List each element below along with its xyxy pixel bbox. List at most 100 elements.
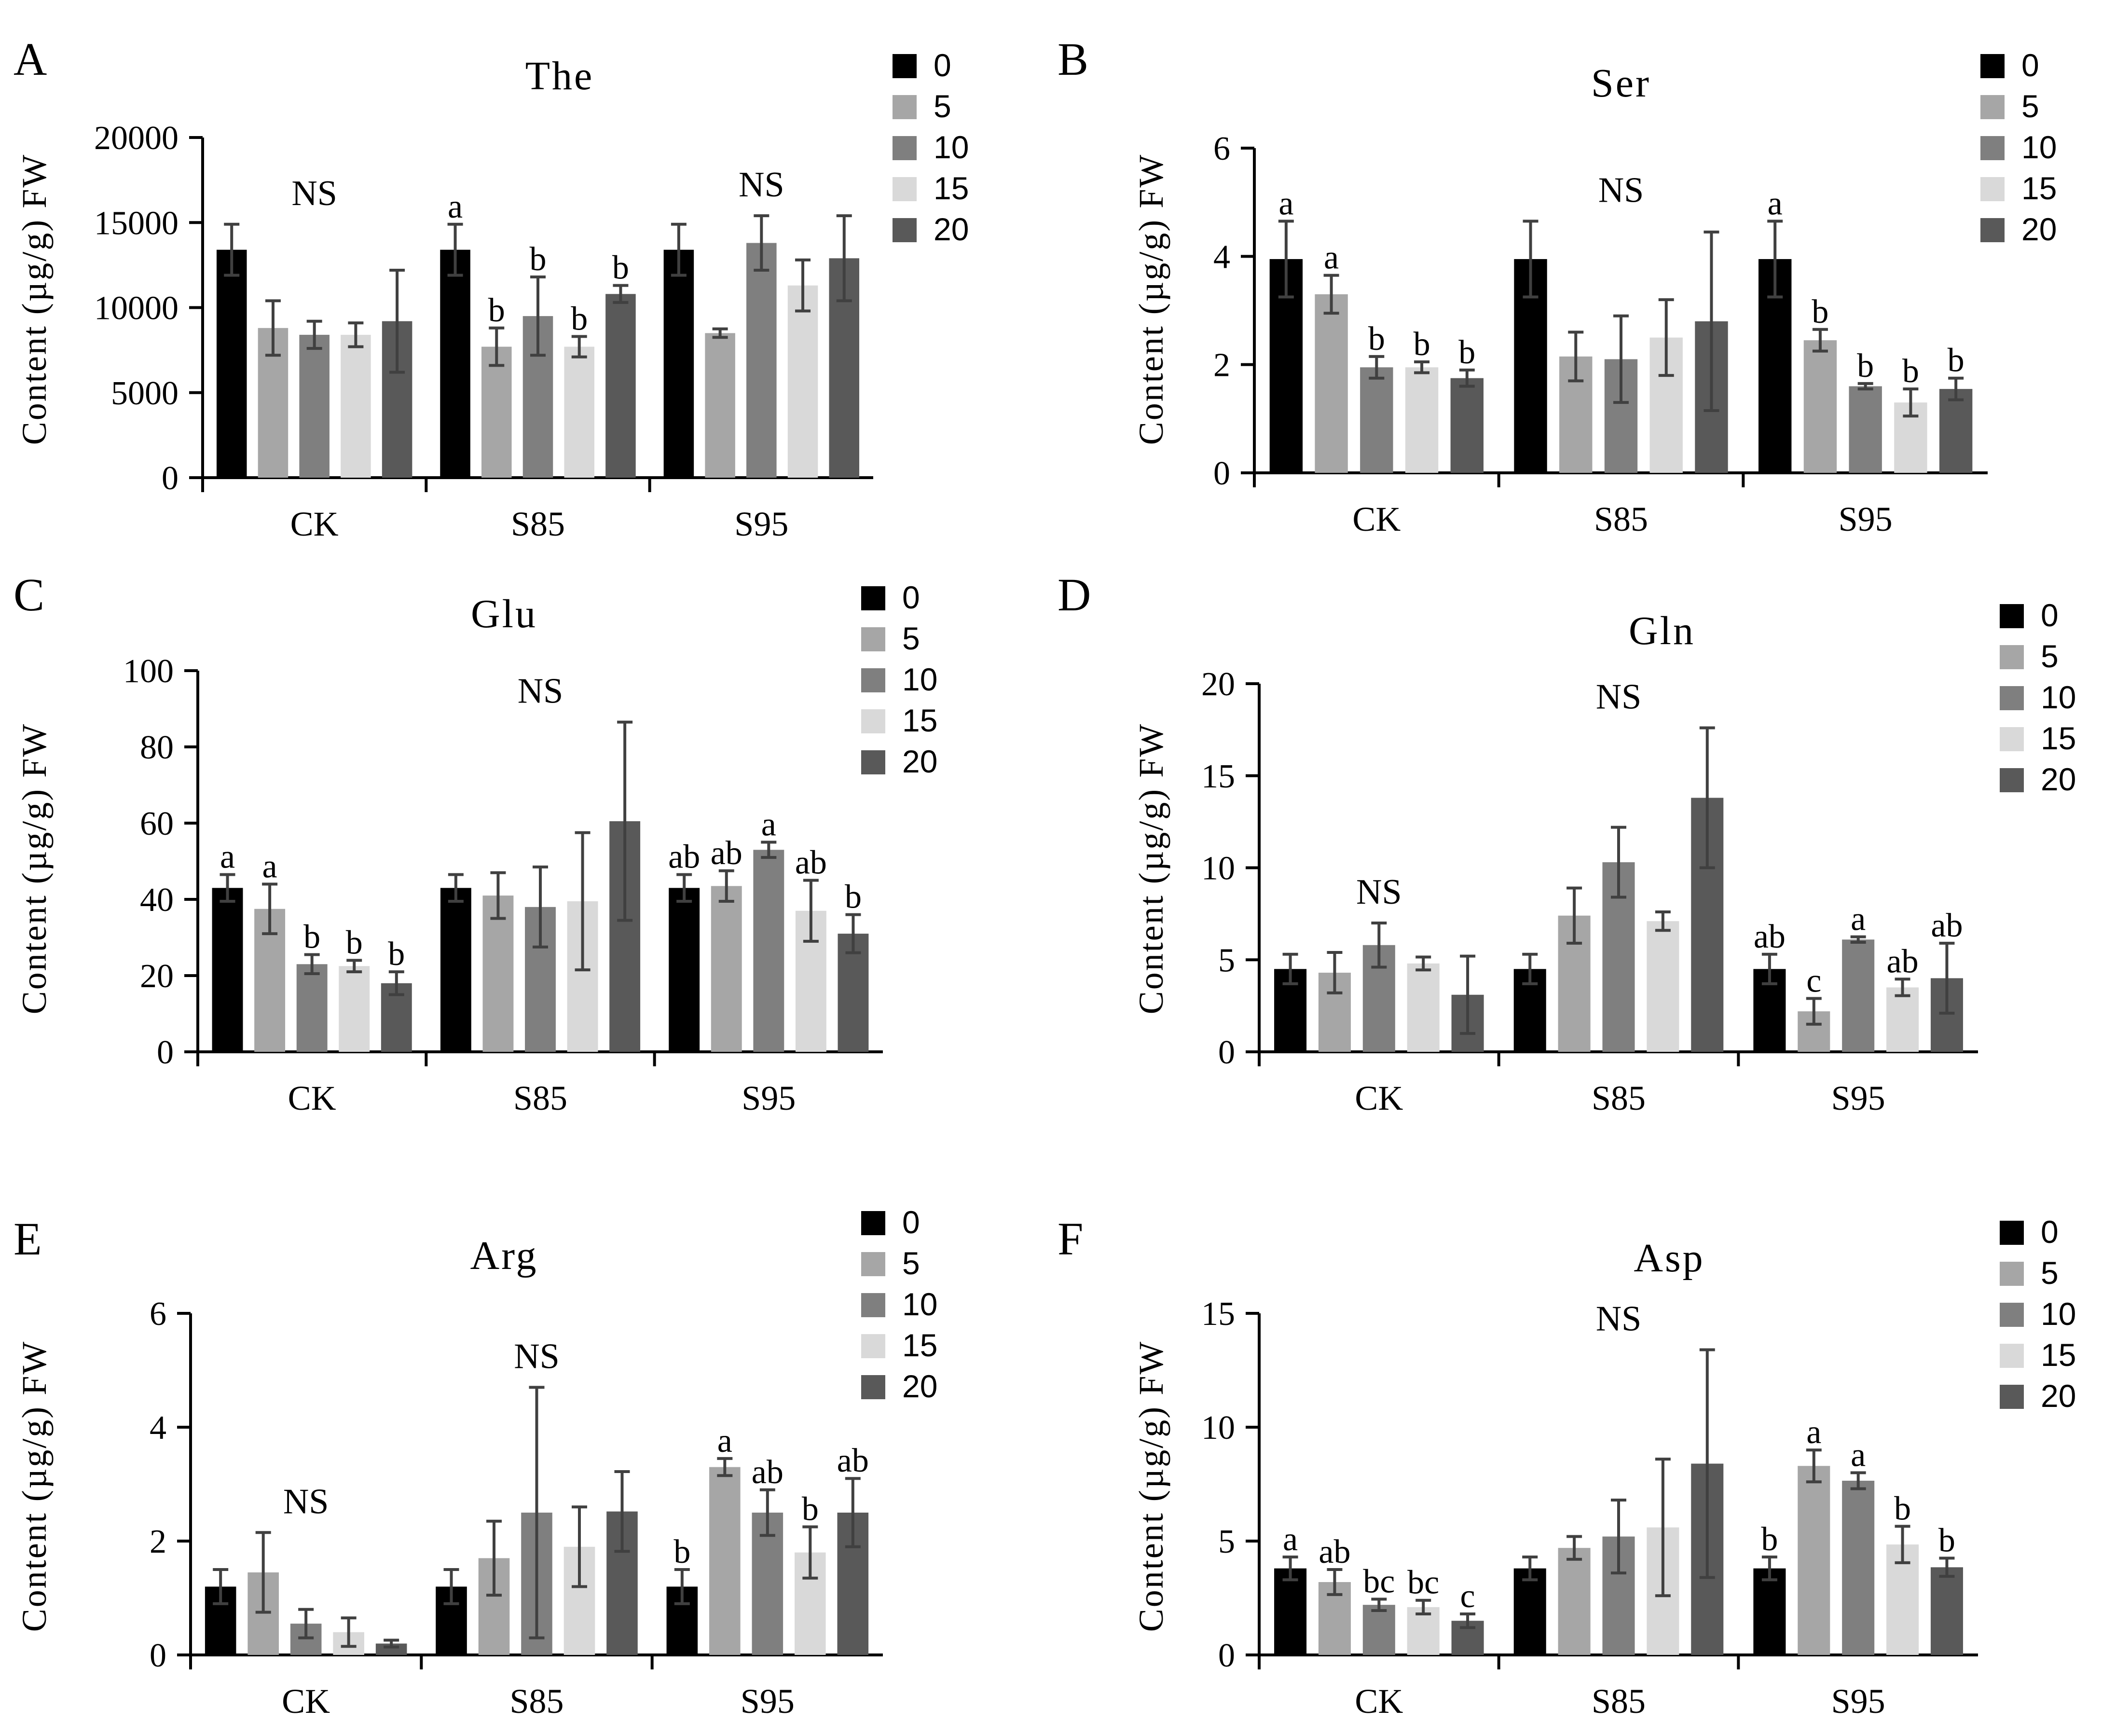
significance-label: a xyxy=(1324,239,1339,276)
legend-swatch xyxy=(861,709,885,733)
significance-label: b xyxy=(303,919,320,956)
significance-label: b xyxy=(1938,1522,1955,1559)
significance-label: b xyxy=(1414,326,1430,363)
ns-label: NS xyxy=(518,672,563,711)
legend-swatch xyxy=(893,95,917,119)
bar xyxy=(663,249,694,478)
legend: 0 5 10 15 20 xyxy=(861,579,937,779)
significance-label: b xyxy=(1368,320,1385,358)
legend-swatch xyxy=(1980,54,2005,78)
y-axis-label: Content (µg/g) FW xyxy=(15,153,54,445)
legend-label: 0 xyxy=(902,1204,920,1240)
chart-title: Gln xyxy=(1629,608,1695,653)
x-tick-label: S85 xyxy=(1594,500,1648,538)
legend-label: 10 xyxy=(902,661,937,697)
legend-swatch xyxy=(861,1211,885,1235)
bar xyxy=(1558,1548,1591,1655)
significance-label: ab xyxy=(1754,918,1786,955)
legend-label: 0 xyxy=(2041,597,2059,633)
significance-label: ab xyxy=(1887,943,1919,980)
legend-swatch xyxy=(861,1293,885,1317)
bar xyxy=(481,346,512,478)
chart-title: The xyxy=(525,54,594,98)
legend: 0 5 10 15 20 xyxy=(2000,1214,2076,1414)
significance-label: c xyxy=(1460,1578,1475,1615)
panel-letter: C xyxy=(14,569,44,620)
ns-label: NS xyxy=(739,165,784,205)
legend-swatch xyxy=(2000,1344,2024,1368)
y-tick-label: 15 xyxy=(1201,1295,1235,1333)
x-tick-label: S95 xyxy=(1831,1682,1885,1721)
bar xyxy=(440,249,470,478)
bar xyxy=(605,294,636,478)
legend-swatch xyxy=(2000,727,2024,751)
legend-label: 20 xyxy=(2041,761,2076,797)
significance-label: b xyxy=(673,1533,690,1571)
legend-label: 15 xyxy=(902,703,937,738)
legend-swatch xyxy=(861,668,885,692)
y-tick-label: 2 xyxy=(150,1523,166,1560)
significance-label: b xyxy=(1857,347,1874,385)
y-tick-label: 10000 xyxy=(94,290,179,327)
panel-letter: A xyxy=(14,33,47,85)
chart-panel-d: D Gln Content (µg/g) FW 0 5 10 15 20 CK NS S85 NS S9… xyxy=(1058,569,2076,1117)
y-tick-label: 4 xyxy=(150,1409,166,1447)
legend-label: 20 xyxy=(2041,1378,2076,1414)
legend-swatch xyxy=(893,218,917,242)
legend-label: 10 xyxy=(902,1286,937,1322)
significance-label: b xyxy=(1894,1490,1911,1527)
significance-label: bc xyxy=(1363,1563,1395,1600)
y-tick-label: 0 xyxy=(162,460,179,497)
y-tick-label: 5 xyxy=(1218,942,1235,979)
bar xyxy=(1407,963,1440,1052)
bar xyxy=(1647,921,1679,1052)
y-axis-label: Content (µg/g) FW xyxy=(1132,153,1170,445)
legend-label: 10 xyxy=(2021,129,2057,165)
y-tick-label: 60 xyxy=(140,805,174,842)
significance-label: ab xyxy=(1319,1533,1350,1571)
significance-label: ab xyxy=(711,835,742,872)
x-tick-label: S85 xyxy=(509,1682,563,1721)
legend-label: 15 xyxy=(2021,170,2057,206)
legend-swatch xyxy=(2000,1303,2024,1327)
ns-label: NS xyxy=(291,174,337,213)
bar xyxy=(746,243,777,478)
legend-label: 10 xyxy=(2041,1296,2076,1332)
y-tick-label: 0 xyxy=(1218,1637,1235,1674)
ns-label: NS xyxy=(1356,872,1402,912)
bar xyxy=(787,285,818,478)
legend-swatch xyxy=(2000,1262,2024,1286)
bar xyxy=(212,888,243,1052)
legend-swatch xyxy=(861,586,885,610)
legend-label: 10 xyxy=(2041,679,2076,715)
significance-label: b xyxy=(1948,342,1965,379)
y-axis-label: Content (µg/g) FW xyxy=(15,723,54,1014)
significance-label: a xyxy=(717,1422,732,1460)
bar xyxy=(1362,1605,1395,1655)
bar xyxy=(440,888,471,1052)
legend-swatch xyxy=(1980,177,2005,201)
significance-label: ab xyxy=(668,839,700,876)
legend-swatch xyxy=(893,177,917,201)
legend-swatch xyxy=(861,1252,885,1276)
ns-label: NS xyxy=(283,1482,329,1521)
chart-title: Glu xyxy=(471,592,537,636)
bar xyxy=(1842,939,1875,1052)
bar xyxy=(375,1643,407,1655)
significance-label: b xyxy=(530,241,547,278)
y-tick-label: 2 xyxy=(1213,347,1230,384)
bar xyxy=(1274,1568,1307,1655)
y-tick-label: 40 xyxy=(140,882,174,919)
x-tick-label: S95 xyxy=(741,1682,795,1721)
legend-swatch xyxy=(2000,1221,2024,1245)
significance-label: b xyxy=(612,249,629,287)
y-tick-label: 0 xyxy=(1218,1034,1235,1071)
y-tick-label: 20000 xyxy=(94,120,179,157)
bar xyxy=(482,896,514,1052)
x-tick-label: CK xyxy=(282,1682,330,1721)
significance-label: b xyxy=(346,924,363,961)
bar xyxy=(1886,987,1919,1052)
significance-label: ab xyxy=(795,844,827,882)
x-tick-label: CK xyxy=(288,1079,336,1117)
